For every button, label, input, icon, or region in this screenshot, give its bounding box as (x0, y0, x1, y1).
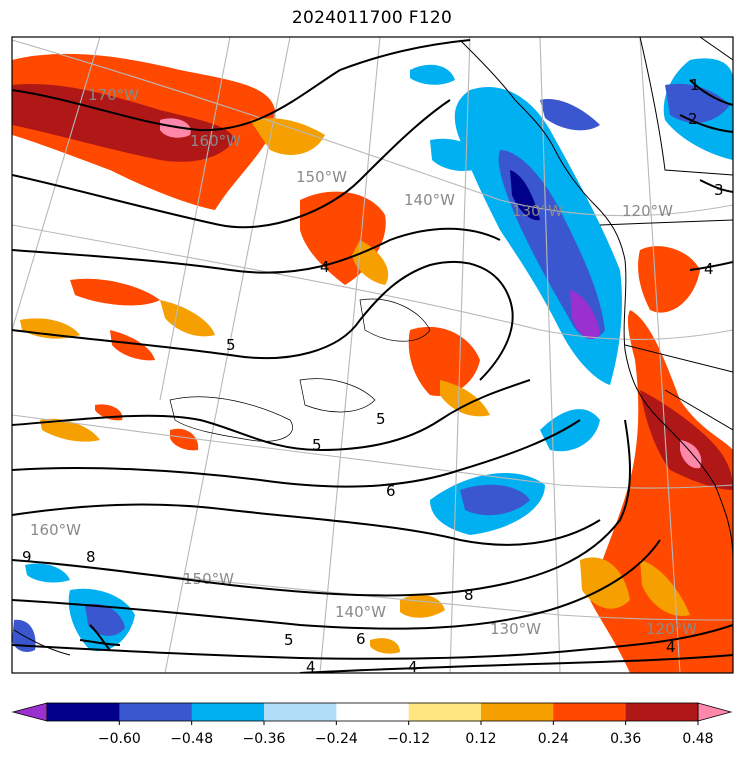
colorbar-extend-low (11, 702, 48, 722)
contour-label: 5 (312, 436, 322, 454)
shaded-anomaly-layer (12, 53, 733, 673)
contour-label: 4 (408, 658, 418, 676)
lon-label-130w: 130°W (512, 202, 563, 220)
graticule-labels: 170°W 160°W 150°W 140°W 130°W 120°W 160°… (30, 86, 697, 638)
contour-label: 4 (704, 260, 714, 278)
lon-label-140w-bottom: 140°W (335, 603, 386, 621)
lon-label-120w-bottom: 120°W (646, 620, 697, 638)
contour-label: 9 (22, 548, 32, 566)
colorbar-tick-label: −0.48 (170, 731, 213, 747)
anomaly-outline (169, 298, 431, 442)
lon-label-160w-bottom: 160°W (30, 521, 81, 539)
colorbar-bin (553, 703, 627, 721)
colorbar-bin (625, 703, 699, 721)
colorbar-bin (481, 703, 554, 721)
colorbar-bin (191, 703, 265, 721)
contour-label: 8 (464, 586, 474, 604)
lon-label-120w: 120°W (622, 202, 673, 220)
contour-labels: 1 2 3 4 4 5 5 5 6 6 8 8 9 4 4 4 5 (22, 76, 724, 676)
colorbar-tick-label: 0.48 (682, 731, 713, 747)
lon-label-130w-bottom: 130°W (490, 620, 541, 638)
colorbar-bin (408, 703, 482, 721)
contour-label: 1 (690, 76, 700, 94)
contour-label: 8 (86, 548, 96, 566)
colorbar: −0.60 −0.48 −0.36 −0.24 −0.12 0.12 0.24 0.36 0.4… (11, 702, 733, 747)
colorbar-bin (47, 703, 120, 721)
contour-label: 6 (356, 630, 366, 648)
colorbar-bin (264, 703, 337, 721)
contour-label: 2 (688, 110, 698, 128)
colorbar-outline (46, 702, 699, 722)
contour-label: 3 (714, 181, 724, 199)
colorbar-tick-label: −0.60 (98, 731, 141, 747)
contour-label: 4 (666, 638, 676, 656)
colorbar-bin (336, 703, 410, 721)
colorbar-tick-label: −0.12 (387, 731, 430, 747)
contour-label: 4 (306, 658, 316, 676)
lon-label-140w: 140°W (404, 191, 455, 209)
colorbar-tick-label: −0.24 (315, 731, 358, 747)
colorbar-tick-label: 0.24 (538, 731, 569, 747)
contour-label: 6 (386, 482, 396, 500)
map-frame (11, 36, 734, 674)
lon-label-150w: 150°W (296, 168, 347, 186)
contour-label: 4 (320, 258, 330, 276)
colorbar-extend-high (697, 702, 733, 722)
colorbar-tick-label: 0.36 (610, 731, 641, 747)
contour-label: 5 (376, 410, 386, 428)
colorbar-tick-label: 0.12 (465, 731, 496, 747)
colorbar-tick-label: −0.36 (243, 731, 286, 747)
lon-label-170w: 170°W (88, 86, 139, 104)
height-contours (12, 39, 733, 673)
map-title: 2024011700 F120 (291, 8, 453, 28)
contour-label: 5 (226, 336, 236, 354)
lon-label-160w: 160°W (190, 132, 241, 150)
coastline (13, 37, 733, 656)
colorbar-bin (119, 703, 193, 721)
contour-label: 5 (284, 631, 294, 649)
